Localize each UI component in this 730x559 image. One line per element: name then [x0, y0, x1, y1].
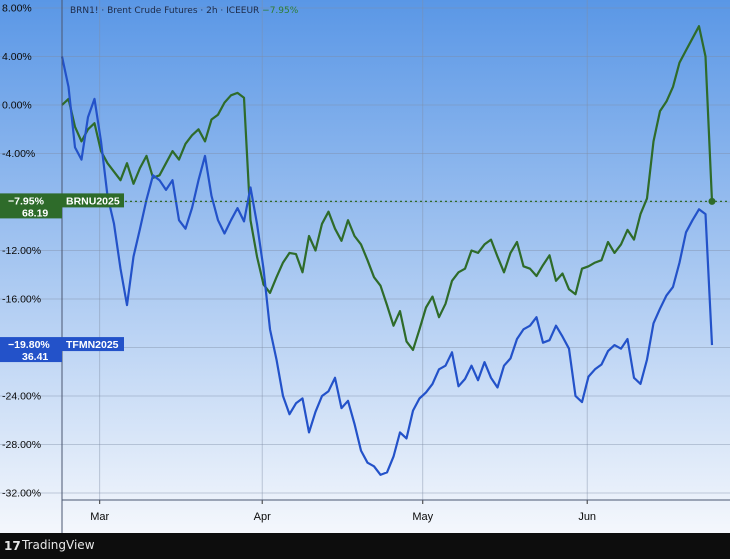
- brand-label[interactable]: TradingView: [22, 538, 95, 552]
- y-tick-label: 0.00%: [2, 100, 32, 112]
- last-value-dot: [708, 197, 716, 205]
- y-tick-label: -28.00%: [2, 439, 41, 451]
- tradingview-logo-icon[interactable]: 17: [4, 539, 21, 553]
- x-tick-label: Jun: [578, 511, 596, 523]
- y-tick-label: -4.00%: [2, 148, 35, 160]
- x-tick-label: Mar: [90, 511, 109, 523]
- x-tick-label: May: [412, 511, 433, 523]
- y-tick-label: -24.00%: [2, 391, 41, 403]
- badge-price: 68.19: [22, 207, 48, 219]
- badge-box: [0, 337, 62, 363]
- y-tick-label: 4.00%: [2, 51, 32, 63]
- y-tick-label: 8.00%: [2, 3, 32, 15]
- series-line-brnu2025: [61, 25, 714, 351]
- x-tick-label: Apr: [254, 511, 271, 523]
- y-tick-label: -32.00%: [2, 488, 41, 500]
- badge-pct: −19.80%: [8, 339, 50, 351]
- badge-brnu2025: −7.95%68.19 BRNU2025: [0, 193, 124, 219]
- badge-price: 36.41: [22, 351, 48, 363]
- y-tick-label: -12.00%: [2, 245, 41, 257]
- badge-pct: −7.95%: [8, 195, 45, 207]
- value-badges: −7.95%68.19 BRNU2025 −19.80%36.41 TFMN2025: [0, 193, 124, 363]
- badge-series-name: TFMN2025: [66, 339, 119, 351]
- footer-bar: 17 TradingView: [0, 533, 730, 559]
- series-lines: [60, 25, 730, 476]
- badge-name-box: [62, 193, 124, 208]
- plot-background: [0, 0, 730, 533]
- badge-name-box: [62, 337, 124, 352]
- symbol-change: −7.95%: [262, 6, 299, 16]
- chart-header: BRN1! · Brent Crude Futures · 2h · ICEEU…: [70, 6, 298, 16]
- badge-box: [0, 193, 62, 219]
- y-tick-label: -16.00%: [2, 294, 41, 306]
- symbol-title: BRN1! · Brent Crude Futures · 2h · ICEEU…: [70, 6, 260, 16]
- series-line-tfmn2025: [60, 56, 714, 476]
- axes: 8.00%4.00%0.00%-4.00%-8.00%-12.00%-16.00…: [2, 0, 730, 533]
- badge-tfmn2025: −19.80%36.41 TFMN2025: [0, 337, 124, 363]
- badge-series-name: BRNU2025: [66, 195, 120, 207]
